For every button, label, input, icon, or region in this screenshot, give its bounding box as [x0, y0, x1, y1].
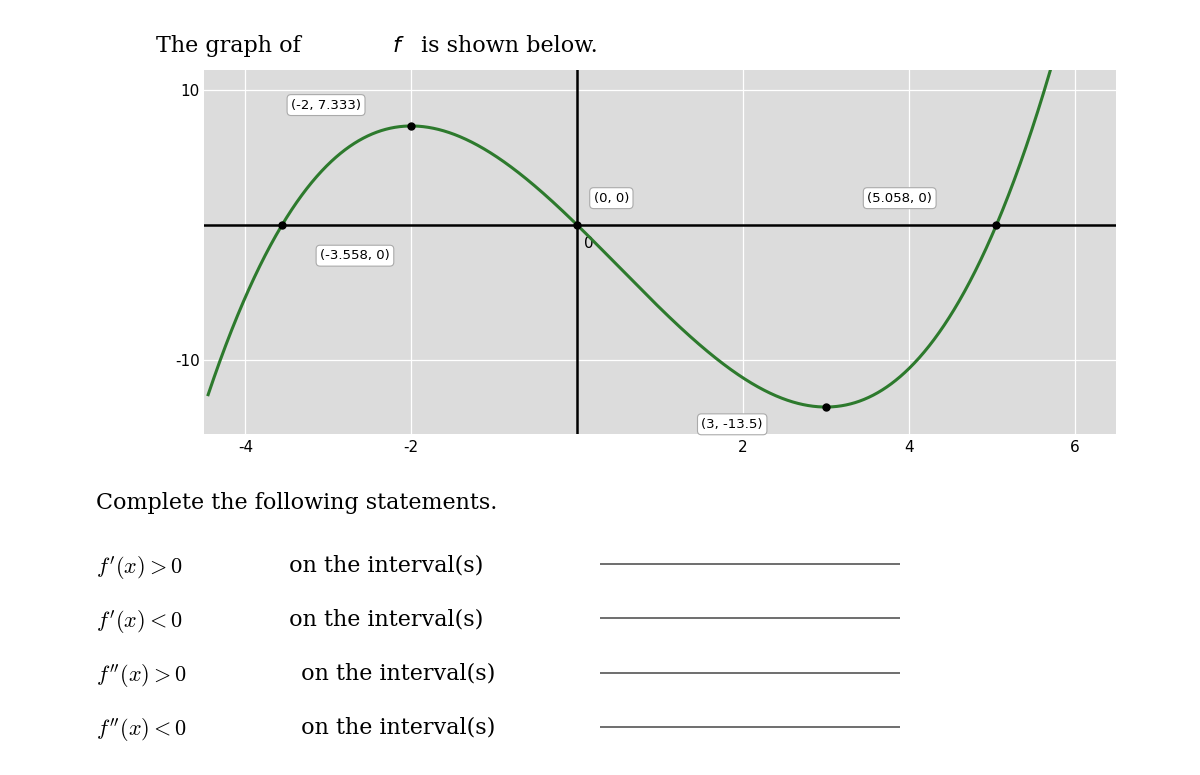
Text: $f''(x) > 0$: $f''(x) > 0$ [96, 663, 187, 691]
Text: on the interval(s): on the interval(s) [294, 717, 496, 739]
Text: (0, 0): (0, 0) [594, 191, 629, 205]
Text: 0: 0 [583, 236, 593, 250]
Text: Complete the following statements.: Complete the following statements. [96, 492, 497, 514]
Text: on the interval(s): on the interval(s) [282, 608, 484, 630]
Text: $f'(x) > 0$: $f'(x) > 0$ [96, 554, 182, 582]
Text: (3, -13.5): (3, -13.5) [702, 418, 763, 431]
Text: (-2, 7.333): (-2, 7.333) [292, 98, 361, 112]
Text: The graph of: The graph of [156, 35, 308, 57]
Text: (-3.558, 0): (-3.558, 0) [320, 250, 390, 262]
Text: (5.058, 0): (5.058, 0) [868, 191, 932, 205]
Text: on the interval(s): on the interval(s) [282, 554, 484, 576]
Text: is shown below.: is shown below. [414, 35, 598, 57]
Text: on the interval(s): on the interval(s) [294, 663, 496, 684]
Text: $f'(x) < 0$: $f'(x) < 0$ [96, 608, 182, 636]
Text: $f''(x) < 0$: $f''(x) < 0$ [96, 717, 187, 745]
Text: $f$: $f$ [392, 35, 406, 57]
